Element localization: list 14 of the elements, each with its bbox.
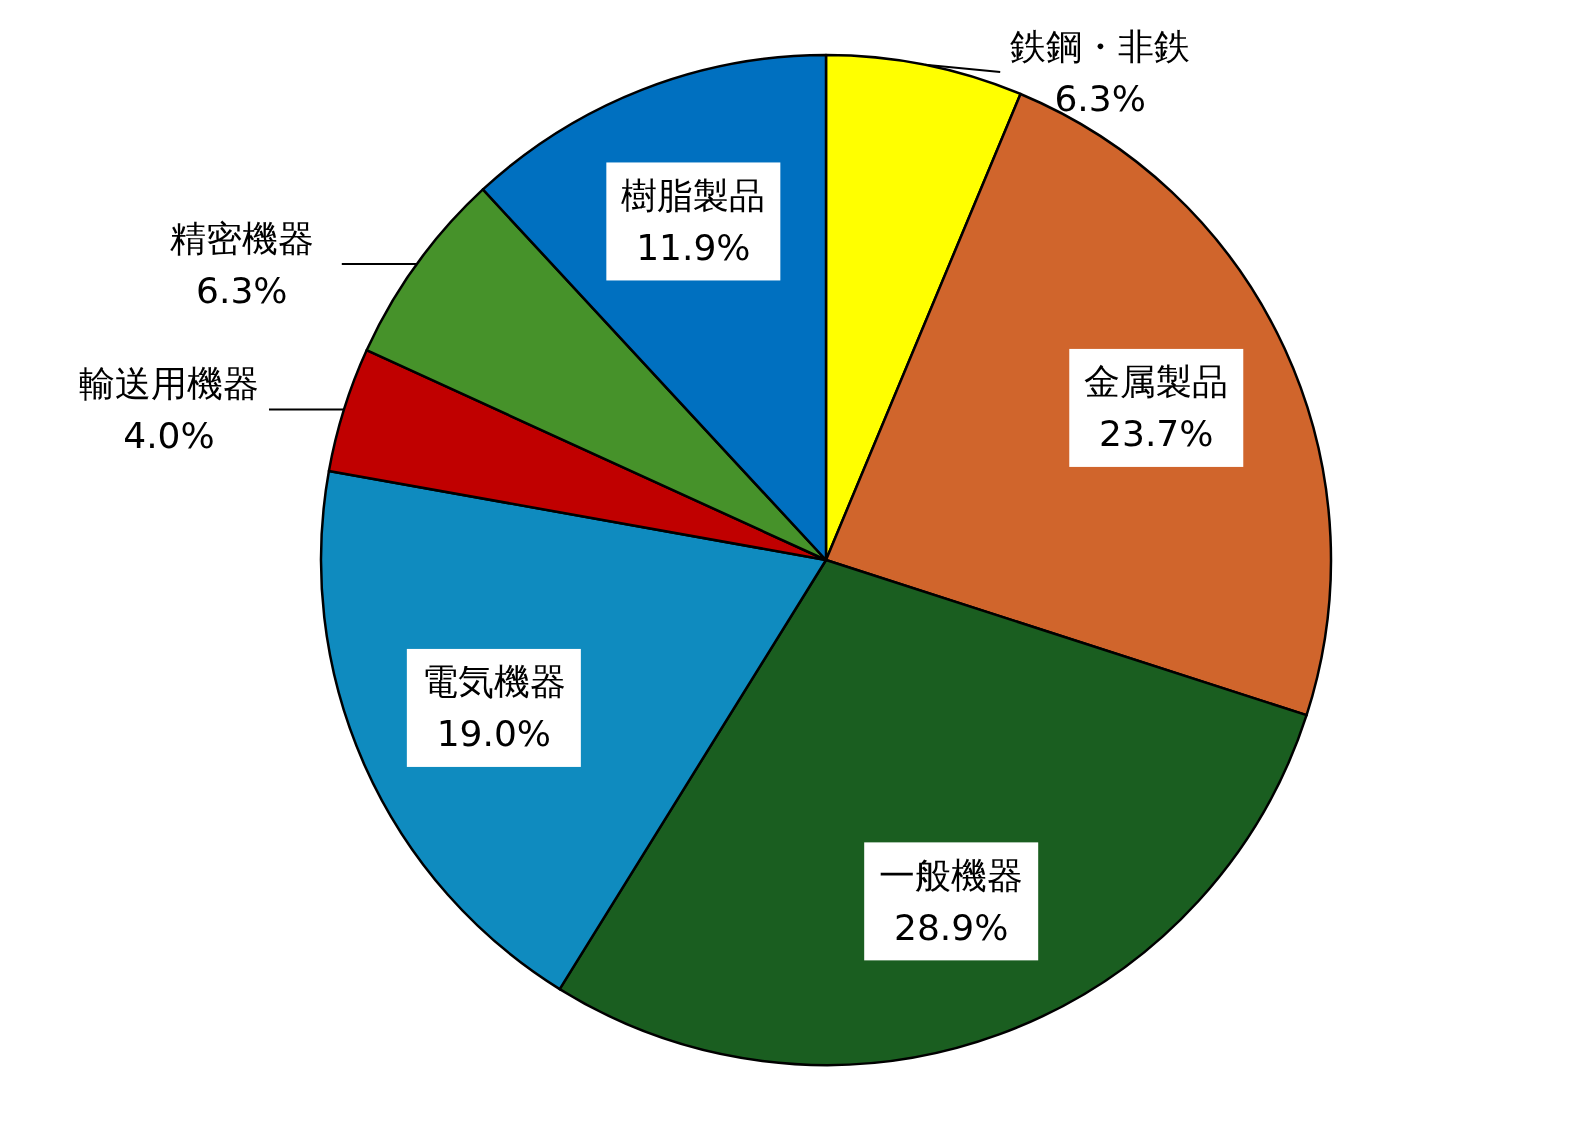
slice-label: 金属製品 bbox=[1084, 361, 1229, 403]
data-label: 4.0% bbox=[123, 414, 215, 456]
slice-label: 一般機器 bbox=[879, 854, 1024, 896]
data-label: 11.9% bbox=[636, 226, 751, 268]
data-label: 23.7% bbox=[1099, 413, 1214, 455]
slice-label: 電気機器 bbox=[421, 661, 566, 703]
slice-label: 鉄鋼・非鉄 bbox=[1010, 25, 1191, 67]
data-label: 19.0% bbox=[436, 713, 552, 755]
data-label: 6.3% bbox=[196, 269, 288, 311]
data-label: 6.3% bbox=[1054, 77, 1146, 119]
slice-label: 輸送用機器 bbox=[78, 362, 259, 404]
slice-label: 樹脂製品 bbox=[621, 174, 766, 216]
slice-label: 精密機器 bbox=[169, 217, 314, 259]
data-label: 28.9% bbox=[894, 906, 1009, 948]
